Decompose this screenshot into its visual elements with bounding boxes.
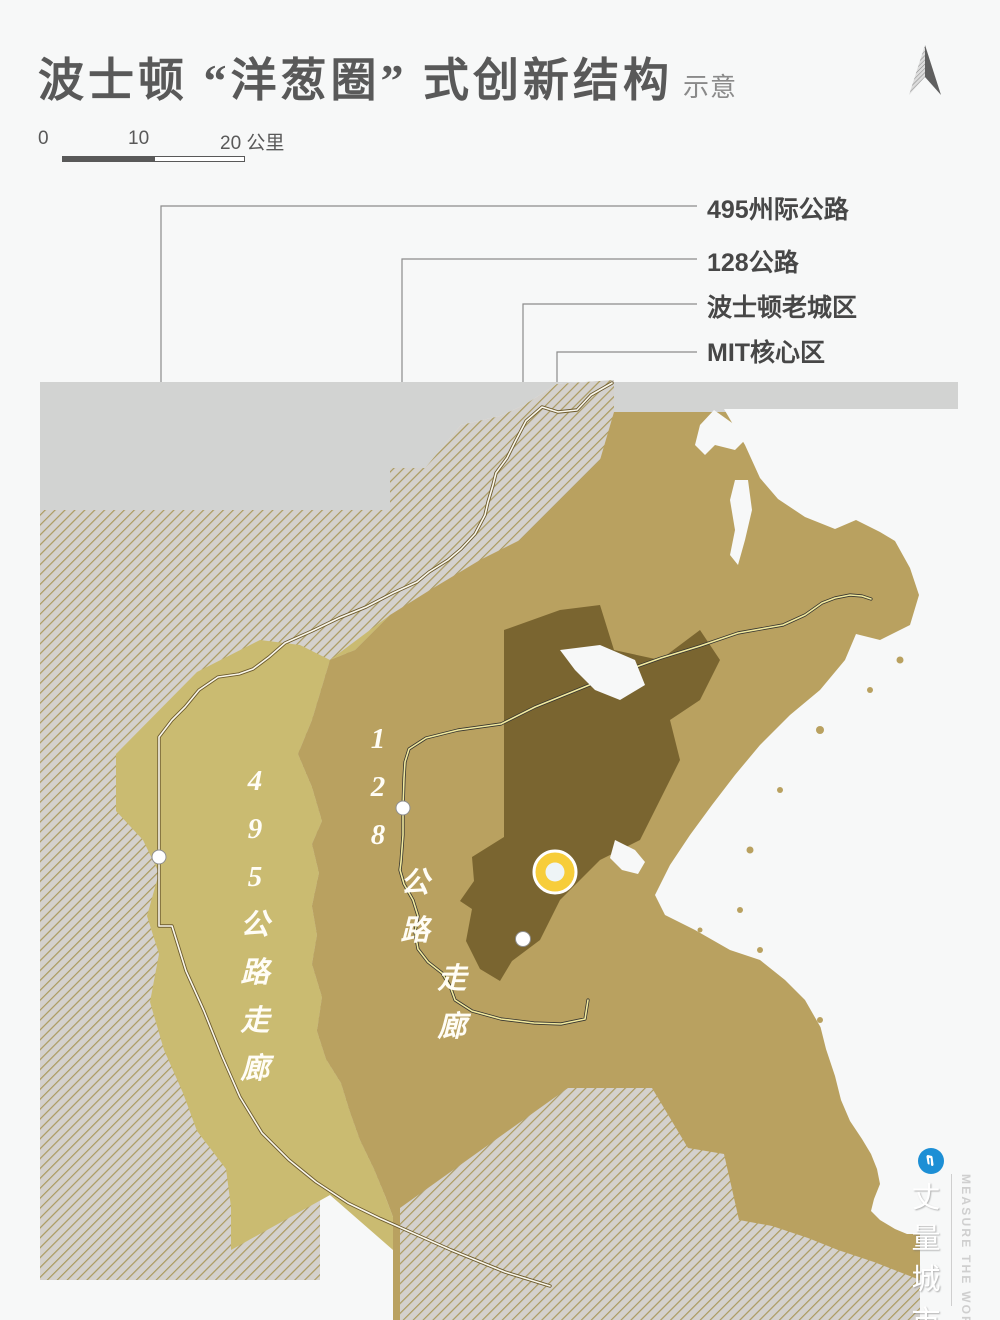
- svg-text:8: 8: [371, 819, 386, 851]
- svg-text:4: 4: [247, 765, 263, 797]
- svg-text:9: 9: [248, 813, 263, 845]
- svg-text:廊: 廊: [239, 1052, 274, 1085]
- svg-text:走: 走: [436, 963, 469, 995]
- svg-text:路: 路: [400, 915, 432, 947]
- svg-text:公: 公: [240, 909, 272, 941]
- svg-text:走: 走: [239, 1005, 272, 1037]
- svg-text:廊: 廊: [436, 1010, 471, 1043]
- svg-text:2: 2: [370, 771, 386, 803]
- svg-text:路: 路: [240, 957, 272, 989]
- svg-text:5: 5: [248, 861, 263, 893]
- svg-text:公: 公: [400, 867, 432, 899]
- svg-text:1: 1: [371, 723, 386, 755]
